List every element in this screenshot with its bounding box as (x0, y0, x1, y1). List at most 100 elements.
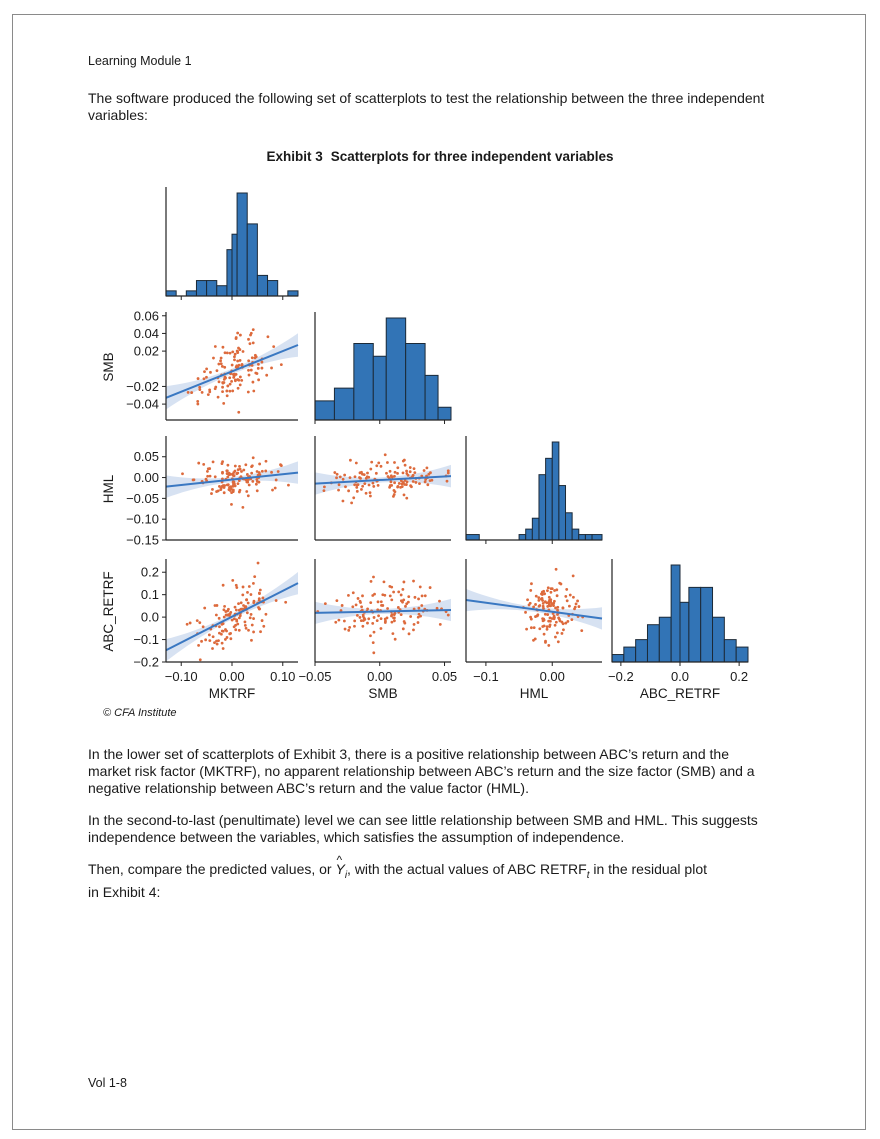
scatter-point (350, 501, 354, 505)
scatter-point (402, 580, 406, 584)
scatter-point (247, 483, 251, 487)
paragraph-compare: Then, compare the predicted values, or ^… (88, 853, 708, 900)
scatter-point (230, 618, 234, 622)
scatter-point (236, 482, 240, 486)
scatter-point (360, 605, 363, 609)
scatter-point (211, 488, 214, 491)
scatter-point (228, 376, 232, 380)
scatter-point (356, 597, 360, 600)
histogram-bar (578, 534, 586, 541)
scatter-point (403, 621, 407, 625)
scatter-point (257, 378, 261, 382)
scatter-point (358, 616, 362, 619)
scatter-point (366, 471, 369, 475)
scatter-point (561, 606, 565, 610)
scatter-point (247, 337, 250, 341)
scatter-point (341, 499, 345, 503)
running-head: Learning Module 1 (88, 54, 192, 68)
scatter-point (538, 627, 542, 631)
scatter-point (416, 615, 420, 619)
histogram-bar (591, 534, 603, 541)
scatter-point (235, 586, 239, 589)
histogram-bar (658, 616, 672, 663)
scatter-point (223, 484, 227, 487)
scatter-point (235, 472, 239, 475)
scatter-point (252, 599, 256, 603)
scatter-point (372, 616, 376, 619)
scatter-point (219, 362, 223, 366)
scatter-point (201, 625, 205, 629)
histogram-bar (437, 406, 452, 421)
scatter-point (379, 464, 383, 468)
scatter-point (228, 612, 232, 616)
scatter-point (212, 356, 215, 360)
scatter-point (250, 623, 254, 627)
scatter-point (367, 483, 371, 487)
scatter-point (377, 461, 381, 465)
scatter-point (217, 616, 221, 620)
scatter-point (574, 602, 578, 606)
scatter-point (424, 477, 428, 481)
scatter-point (393, 470, 397, 474)
scatter-point (209, 370, 212, 374)
scatter-point (260, 360, 264, 364)
scatter-point (390, 475, 394, 479)
scatter-point (361, 594, 364, 598)
scatter-point (250, 464, 254, 468)
scatter-point (232, 474, 236, 478)
scatter-point (397, 482, 401, 485)
scatter-point (363, 482, 367, 486)
scatter-point (358, 599, 362, 603)
scatter-point (414, 481, 418, 484)
scatter-point (231, 488, 235, 492)
scatter-point (261, 596, 265, 600)
scatter-point (550, 617, 554, 620)
scatter-point (264, 469, 268, 473)
scatter-point (534, 594, 538, 598)
scatter-point (234, 583, 238, 587)
scatter-point (225, 613, 229, 617)
scatter-point (237, 628, 241, 632)
scatter-point (396, 471, 399, 475)
scatter-point (203, 370, 206, 373)
scatter-point (241, 585, 245, 589)
regression-line (165, 344, 299, 399)
scatter-point (402, 598, 406, 602)
scatter-point (247, 585, 251, 588)
scatter-point (554, 620, 558, 624)
scatter-point (247, 373, 251, 377)
histogram-bar (712, 616, 725, 663)
scatter-point (323, 602, 327, 605)
scatter-point (369, 634, 372, 638)
scatter-point (401, 471, 405, 475)
scatter-point (221, 385, 224, 389)
scatter-point (233, 469, 237, 473)
exhibit-label: Exhibit 3 (266, 149, 323, 164)
scatter-point (279, 464, 283, 467)
x-tick-label: 0.05 (432, 669, 457, 684)
scatter-point (438, 622, 442, 626)
scatter-point (363, 618, 367, 621)
scatter-point (548, 603, 551, 607)
scatter-point (556, 608, 559, 612)
exhibit-title: Exhibit 3 Scatterplots for three independ… (0, 149, 880, 164)
scatter-point (392, 494, 395, 498)
scatter-point (213, 604, 217, 607)
histogram-bar (525, 528, 533, 541)
scatter-point (222, 491, 226, 495)
scatter-point (203, 606, 207, 610)
scatter-point (412, 467, 416, 471)
scatter-point (358, 476, 361, 479)
scatter-point (388, 469, 392, 473)
scatter-point (335, 476, 338, 480)
scatter-point (423, 480, 427, 484)
scatter-point (555, 594, 559, 598)
scatter-point (337, 488, 340, 492)
scatter-point (250, 638, 253, 642)
scatter-point (196, 402, 200, 406)
scatter-point (369, 467, 373, 471)
scatter-point (379, 617, 383, 621)
scatter-point (554, 635, 557, 639)
scatter-point (260, 469, 264, 473)
scatter-point (216, 395, 220, 399)
